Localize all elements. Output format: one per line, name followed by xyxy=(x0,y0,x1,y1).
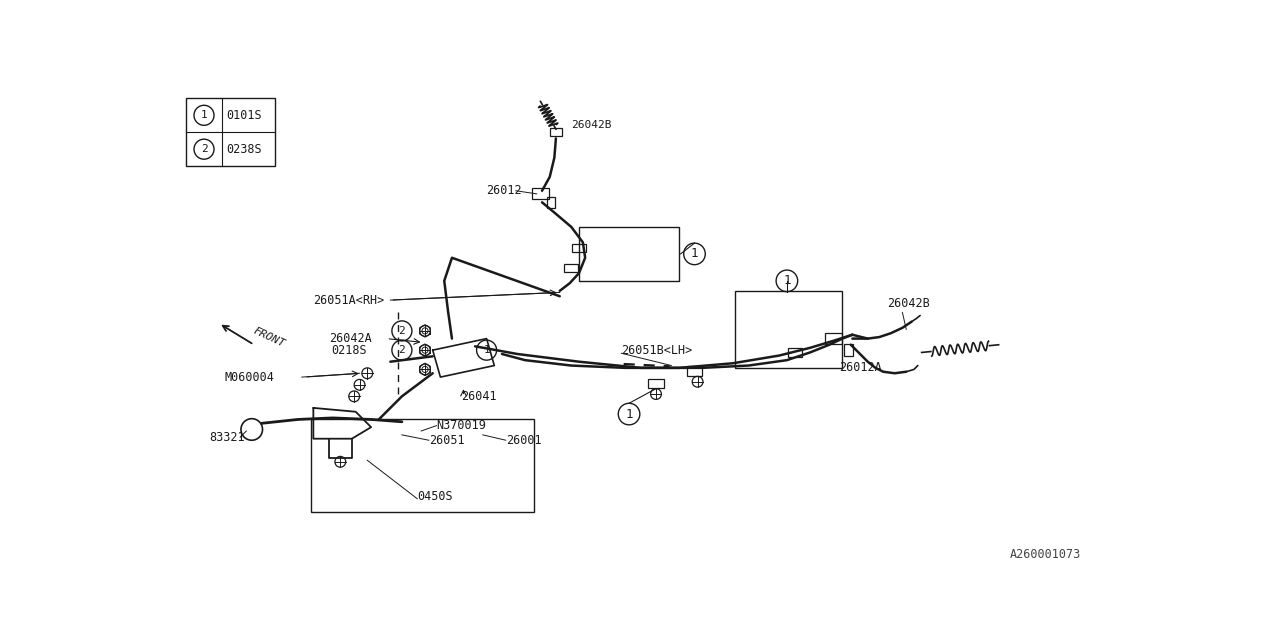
Text: M060004: M060004 xyxy=(225,371,275,383)
Text: 83321: 83321 xyxy=(210,431,244,444)
Text: 26041: 26041 xyxy=(461,390,497,403)
Text: 1: 1 xyxy=(783,275,791,287)
Text: 26012A: 26012A xyxy=(840,362,882,374)
Text: FRONT: FRONT xyxy=(252,325,287,349)
Text: 0101S: 0101S xyxy=(227,109,262,122)
Text: 2: 2 xyxy=(398,326,406,336)
Text: A260001073: A260001073 xyxy=(1010,548,1082,561)
Text: 26051B<LH>: 26051B<LH> xyxy=(621,344,692,357)
Text: 26051: 26051 xyxy=(429,434,465,447)
Text: 26042B: 26042B xyxy=(571,120,612,129)
Text: N370019: N370019 xyxy=(436,419,486,432)
Text: 2: 2 xyxy=(201,144,207,154)
Text: 1: 1 xyxy=(201,110,207,120)
Bar xyxy=(548,197,556,208)
Text: 26042A: 26042A xyxy=(329,332,371,345)
Text: 1: 1 xyxy=(484,345,490,355)
Text: 26042B: 26042B xyxy=(887,298,929,310)
Bar xyxy=(787,348,801,356)
Text: 0238S: 0238S xyxy=(227,143,262,156)
Text: 1: 1 xyxy=(691,248,699,260)
Bar xyxy=(311,419,534,512)
Bar xyxy=(532,188,549,199)
Bar xyxy=(564,264,579,271)
Bar xyxy=(579,227,680,281)
Bar xyxy=(844,344,854,356)
Text: 26001: 26001 xyxy=(506,434,541,447)
Text: 0218S: 0218S xyxy=(332,344,366,356)
Text: 0450S: 0450S xyxy=(417,490,453,503)
Text: 26051A<RH>: 26051A<RH> xyxy=(314,294,384,307)
Text: 2: 2 xyxy=(398,345,406,355)
Bar xyxy=(687,366,703,376)
Bar xyxy=(648,379,664,388)
Bar xyxy=(549,129,562,136)
Bar xyxy=(572,244,586,252)
Bar xyxy=(187,99,275,166)
Bar xyxy=(824,333,841,344)
Text: 26012: 26012 xyxy=(486,184,522,197)
Text: 1: 1 xyxy=(626,408,632,420)
Bar xyxy=(735,291,842,368)
